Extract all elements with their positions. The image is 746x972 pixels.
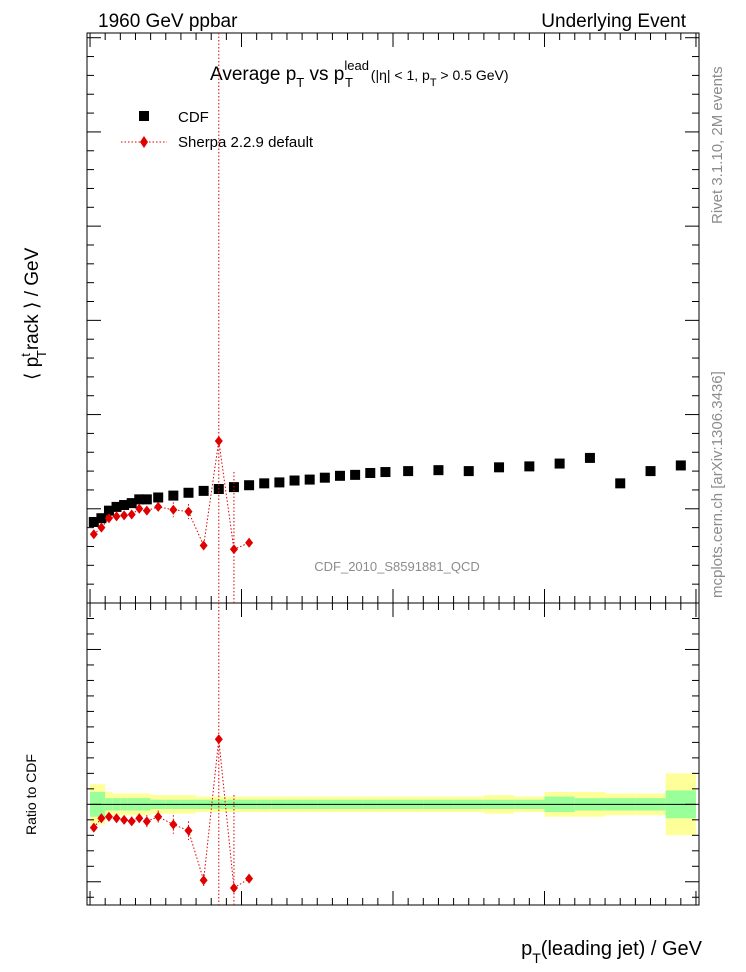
sherpa-point <box>127 509 136 520</box>
sherpa-ratio-point <box>97 813 106 824</box>
cdf-point <box>274 477 285 488</box>
cdf-point <box>111 501 122 512</box>
sherpa-point <box>169 504 178 515</box>
sherpa-point <box>154 501 163 512</box>
cdf-point <box>463 466 474 477</box>
rivet-label: Rivet 3.1.10, 2M events <box>709 66 726 224</box>
cdf-point <box>403 466 414 477</box>
y-axis-label: ⟨ ptTrack ⟩ / GeV <box>18 247 49 380</box>
legend-sherpa-marker <box>140 136 148 148</box>
cdf-point <box>259 478 270 489</box>
sherpa-ratio-point <box>127 816 136 827</box>
cdf-point <box>289 475 300 486</box>
sherpa-ratio-point <box>229 882 238 893</box>
series-layer <box>88 33 686 905</box>
cdf-point <box>645 466 656 477</box>
sherpa-ratio-point <box>154 811 163 822</box>
ratio-panel <box>86 602 700 906</box>
cdf-point <box>153 492 164 503</box>
sherpa-ratio-point <box>214 734 223 745</box>
sherpa-point <box>142 505 151 516</box>
sherpa-point <box>104 513 113 524</box>
sherpa-ratio-point <box>112 813 121 824</box>
legend-cdf-label: CDF <box>178 109 209 126</box>
sherpa-ratio-point <box>142 816 151 827</box>
sherpa-ratio-point <box>120 814 129 825</box>
sherpa-ratio-point <box>184 825 193 836</box>
cdf-point <box>183 487 194 498</box>
cdf-point <box>524 461 535 472</box>
sherpa-point <box>245 537 254 548</box>
sherpa-ratio-point <box>199 875 208 886</box>
cdf-point <box>141 494 152 505</box>
sherpa-point <box>97 522 106 533</box>
ratio-frame <box>86 602 700 906</box>
cdf-point <box>244 480 255 491</box>
cdf-point <box>350 469 361 480</box>
cdf-point <box>365 467 376 478</box>
legend-sherpa-label: Sherpa 2.2.9 default <box>178 134 314 151</box>
header-left: 1960 GeV ppbar <box>98 11 238 32</box>
sherpa-point <box>89 529 98 540</box>
cdf-point <box>126 498 137 509</box>
sherpa-point <box>112 511 121 522</box>
cdf-point <box>433 465 444 476</box>
sherpa-ratio-point <box>169 819 178 830</box>
x-axis-label: pT(leading jet) / GeV <box>521 938 703 966</box>
sherpa-point <box>135 503 144 514</box>
cdf-point <box>675 460 686 471</box>
cdf-point <box>319 472 330 483</box>
sherpa-ratio-point <box>245 873 254 884</box>
cdf-point <box>96 513 107 524</box>
cdf-point <box>584 452 595 463</box>
cdf-point <box>168 490 179 501</box>
mcplots-label: mcplots.cern.ch [arXiv:1306.3436] <box>709 371 726 598</box>
cdf-point <box>334 470 345 481</box>
cdf-point <box>494 462 505 473</box>
cdf-point <box>134 494 145 505</box>
sherpa-ratio-point <box>104 811 113 822</box>
sherpa-point <box>214 435 223 446</box>
legend-cdf-marker <box>139 111 149 121</box>
cdf-point <box>554 458 565 469</box>
plot-title: Average pT vs plead T (|η| < 1, pT > 0.5 … <box>210 58 509 90</box>
cdf-point <box>615 478 626 489</box>
cdf-point <box>380 467 391 478</box>
cdf-point <box>88 516 99 527</box>
sherpa-point <box>184 506 193 517</box>
ratio-y-axis-label: Ratio to CDF <box>23 754 39 835</box>
sherpa-point <box>199 540 208 551</box>
sherpa-point <box>120 510 129 521</box>
sherpa-point <box>229 544 238 555</box>
cdf-point <box>119 500 130 511</box>
legend: CDF Sherpa 2.2.9 default <box>121 109 314 151</box>
cdf-point <box>103 505 114 516</box>
header-right: Underlying Event <box>541 11 686 32</box>
sherpa-ratio-point <box>135 813 144 824</box>
watermark: CDF_2010_S8591881_QCD <box>314 559 480 574</box>
sherpa-ratio-point <box>89 822 98 833</box>
cdf-point <box>304 474 315 485</box>
cdf-point <box>198 485 209 496</box>
